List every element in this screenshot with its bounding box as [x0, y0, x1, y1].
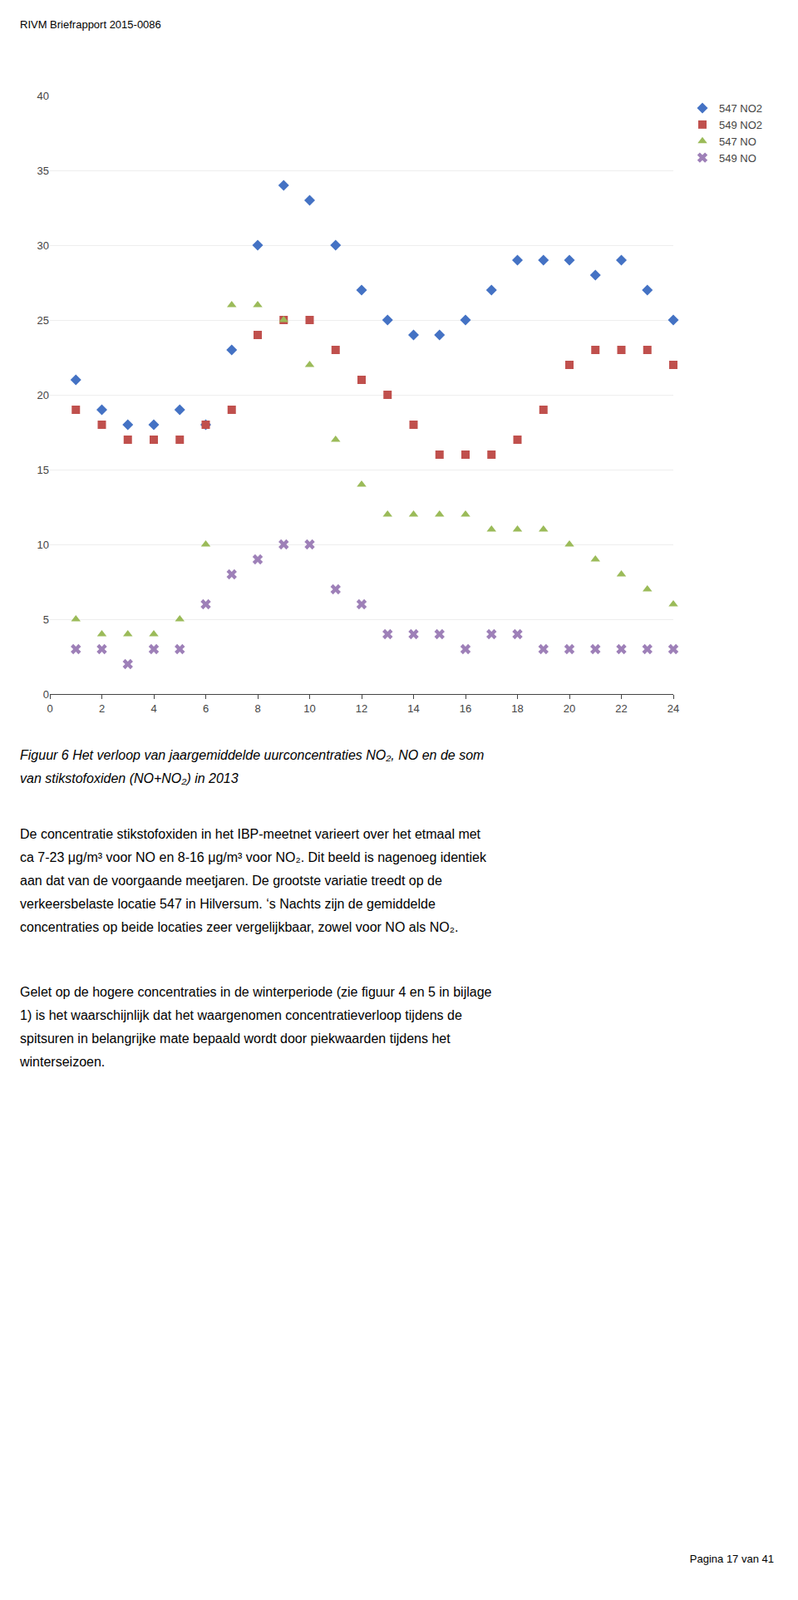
html-text:verkeersbelaste locatie 547 in: verkeersbelaste locatie 547 in Hilversum… — [19, 896, 436, 912]
svg-text:35: 35 — [37, 164, 50, 178]
svg-text:2: 2 — [98, 702, 105, 715]
html-text:1) is het waarschijnlijk dat h: 1) is het waarschijnlijk dat het waargen… — [19, 1008, 463, 1023]
svg-text:30: 30 — [37, 239, 50, 252]
svg-text:549 NO: 549 NO — [719, 152, 757, 165]
html-text:Figuur 6 Het verloop van jaarg: Figuur 6 Het verloop van jaargemiddelde … — [19, 748, 485, 763]
svg-text:8: 8 — [254, 702, 261, 715]
svg-text:24: 24 — [667, 702, 680, 715]
svg-text:18: 18 — [511, 702, 523, 715]
svg-text:547 NO: 547 NO — [719, 135, 757, 148]
svg-text:20: 20 — [563, 702, 576, 715]
html-text:RIVM Briefrapport 2015-0086: RIVM Briefrapport 2015-0086 — [19, 18, 162, 31]
svg-text:5: 5 — [43, 613, 50, 626]
html-text:De concentratie stikstofoxiden: De concentratie stikstofoxiden in het IB… — [19, 827, 481, 842]
svg-text:6: 6 — [202, 702, 209, 715]
svg-text:12: 12 — [355, 702, 368, 715]
html-text:ca 7-23 μg/m³ voor NO en 8-16: ca 7-23 μg/m³ voor NO en 8-16 μg/m³ voor… — [19, 850, 487, 865]
svg-text:16: 16 — [459, 702, 472, 715]
svg-text:0: 0 — [43, 688, 50, 701]
html-text:Pagina 17 van 41: Pagina 17 van 41 — [689, 1552, 774, 1566]
svg-text:14: 14 — [407, 702, 419, 715]
html-text:winterseizoen.: winterseizoen. — [19, 1054, 105, 1069]
svg-text:40: 40 — [37, 89, 50, 103]
svg-text:25: 25 — [37, 314, 50, 327]
svg-text:20: 20 — [37, 389, 50, 402]
svg-text:15: 15 — [37, 463, 50, 477]
html-text:spitsuren in belangrijke mate: spitsuren in belangrijke mate bepaald wo… — [19, 1031, 451, 1046]
html-text:van stikstofoxiden (NO+NO₂) in: van stikstofoxiden (NO+NO₂) in 2013 — [19, 771, 239, 786]
svg-text:0: 0 — [46, 702, 53, 715]
svg-text:10: 10 — [303, 702, 316, 715]
html-text:Gelet op de hogere concentrati: Gelet op de hogere concentraties in de w… — [19, 985, 492, 1000]
html-text:concentraties op beide locatie: concentraties op beide locaties zeer ver… — [19, 920, 459, 935]
html-text:aan dat van de voorgaande meet: aan dat van de voorgaande meetjaren. De … — [19, 873, 443, 888]
svg-text:10: 10 — [37, 538, 50, 552]
svg-text:547 NO2: 547 NO2 — [719, 102, 763, 115]
svg-text:4: 4 — [150, 702, 157, 715]
svg-text:22: 22 — [615, 702, 627, 715]
svg-text:549 NO2: 549 NO2 — [719, 118, 763, 132]
